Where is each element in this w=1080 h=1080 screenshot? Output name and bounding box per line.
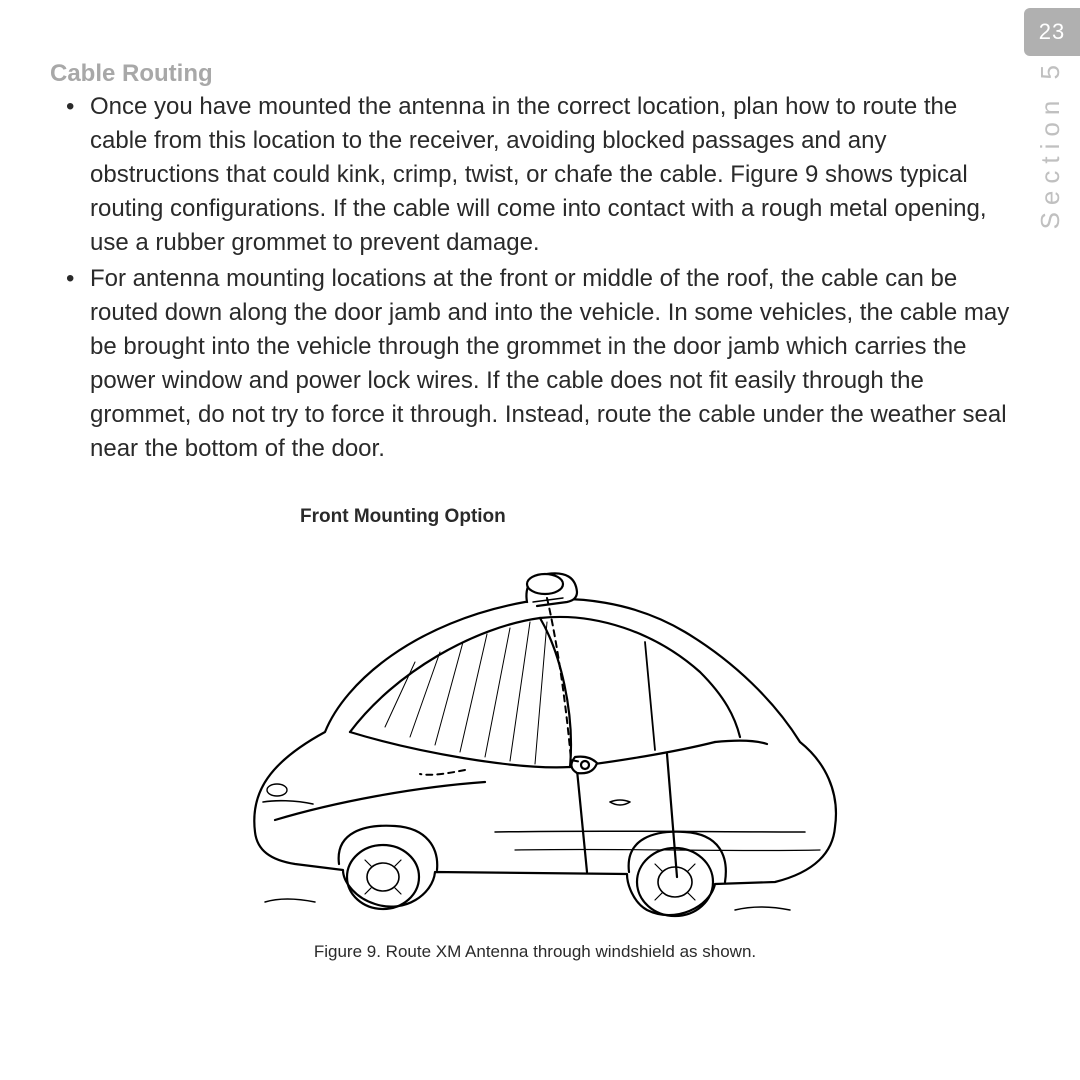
bullet-item: Once you have mounted the antenna in the…	[84, 90, 1020, 260]
manual-page: 23 Section 5 Cable Routing Once you have…	[0, 0, 1080, 1080]
page-number: 23	[1039, 19, 1065, 45]
car-illustration	[215, 532, 855, 932]
section-side-label: Section 5	[1035, 58, 1066, 229]
body-list: Once you have mounted the antenna in the…	[50, 90, 1020, 466]
figure-title: Front Mounting Option	[50, 506, 1020, 528]
figure-caption: Figure 9. Route XM Antenna through winds…	[50, 942, 1020, 962]
figure-block: Front Mounting Option	[50, 506, 1020, 962]
section-heading: Cable Routing	[50, 60, 1020, 88]
bullet-item: For antenna mounting locations at the fr…	[84, 262, 1020, 466]
page-number-tab: 23	[1024, 8, 1080, 56]
